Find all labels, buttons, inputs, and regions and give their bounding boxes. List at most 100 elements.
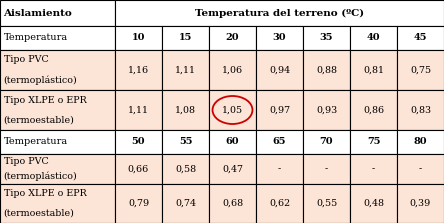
Text: Aislamiento: Aislamiento — [4, 8, 72, 17]
Text: 45: 45 — [414, 33, 427, 43]
Bar — [162, 90, 209, 130]
Bar — [115, 130, 162, 154]
Bar — [209, 154, 256, 184]
Bar — [303, 26, 350, 50]
Text: 80: 80 — [414, 138, 427, 147]
Bar — [209, 130, 256, 154]
Text: 70: 70 — [320, 138, 333, 147]
Bar — [256, 26, 303, 50]
Bar — [115, 50, 162, 90]
Text: 0,68: 0,68 — [222, 199, 243, 208]
Text: 0,75: 0,75 — [410, 66, 431, 74]
Text: 1,05: 1,05 — [222, 105, 243, 114]
Bar — [397, 50, 444, 90]
Text: 0,62: 0,62 — [269, 199, 290, 208]
Bar — [0, 50, 115, 90]
Bar — [115, 90, 162, 130]
Bar — [397, 26, 444, 50]
Text: 0,58: 0,58 — [175, 165, 196, 173]
Bar — [256, 130, 303, 154]
Text: 0,74: 0,74 — [175, 199, 196, 208]
Text: 0,97: 0,97 — [269, 105, 290, 114]
Text: 0,47: 0,47 — [222, 165, 243, 173]
Text: 35: 35 — [320, 33, 333, 43]
Bar — [303, 154, 350, 184]
Bar — [397, 130, 444, 154]
Text: 1,11: 1,11 — [128, 105, 149, 114]
Bar — [350, 154, 397, 184]
Text: 15: 15 — [179, 33, 192, 43]
Bar — [397, 154, 444, 184]
Bar — [162, 50, 209, 90]
Bar — [256, 90, 303, 130]
Text: 0,55: 0,55 — [316, 199, 337, 208]
Bar — [256, 184, 303, 223]
Bar — [350, 50, 397, 90]
Bar — [209, 26, 256, 50]
Bar — [115, 184, 162, 223]
Bar — [0, 130, 115, 154]
Text: 10: 10 — [132, 33, 145, 43]
Bar — [0, 184, 115, 223]
Text: Tipo PVC: Tipo PVC — [4, 56, 48, 64]
Bar — [0, 154, 115, 184]
Bar — [209, 50, 256, 90]
Text: 0,93: 0,93 — [316, 105, 337, 114]
Bar — [350, 90, 397, 130]
Text: -: - — [325, 165, 328, 173]
Bar — [115, 26, 162, 50]
Text: Tipo PVC: Tipo PVC — [4, 157, 48, 166]
Bar — [256, 154, 303, 184]
Bar — [303, 90, 350, 130]
Text: (termoplástico): (termoplástico) — [4, 75, 77, 85]
Bar — [350, 130, 397, 154]
Text: 1,11: 1,11 — [175, 66, 196, 74]
Text: Temperatura: Temperatura — [4, 138, 67, 147]
Bar — [303, 130, 350, 154]
Bar — [303, 184, 350, 223]
Bar — [350, 26, 397, 50]
Bar — [350, 184, 397, 223]
Text: 65: 65 — [273, 138, 286, 147]
Bar — [209, 90, 256, 130]
Bar — [162, 26, 209, 50]
Text: -: - — [278, 165, 281, 173]
Text: 50: 50 — [132, 138, 145, 147]
Text: -: - — [419, 165, 422, 173]
Text: 20: 20 — [226, 33, 239, 43]
Text: (termoestable): (termoestable) — [4, 116, 75, 124]
Bar — [0, 0, 115, 26]
Bar — [397, 184, 444, 223]
Text: Temperatura del terreno (ºC): Temperatura del terreno (ºC) — [195, 8, 364, 18]
Text: Tipo XLPE o EPR: Tipo XLPE o EPR — [4, 189, 86, 198]
Text: 1,08: 1,08 — [175, 105, 196, 114]
Text: 0,66: 0,66 — [128, 165, 149, 173]
Bar — [0, 90, 115, 130]
Text: 0,39: 0,39 — [410, 199, 431, 208]
Text: 0,48: 0,48 — [363, 199, 384, 208]
Text: 75: 75 — [367, 138, 380, 147]
Text: 30: 30 — [273, 33, 286, 43]
Text: 0,86: 0,86 — [363, 105, 384, 114]
Bar — [162, 130, 209, 154]
Bar — [115, 154, 162, 184]
Text: Temperatura: Temperatura — [4, 33, 67, 43]
Text: 60: 60 — [226, 138, 239, 147]
Text: 0,79: 0,79 — [128, 199, 149, 208]
Text: (termoplástico): (termoplástico) — [4, 172, 77, 181]
Text: -: - — [372, 165, 375, 173]
Bar — [397, 90, 444, 130]
Text: 0,88: 0,88 — [316, 66, 337, 74]
Text: 0,81: 0,81 — [363, 66, 384, 74]
Bar — [303, 50, 350, 90]
Bar — [162, 154, 209, 184]
Text: 40: 40 — [367, 33, 381, 43]
Text: 1,06: 1,06 — [222, 66, 243, 74]
Text: 0,83: 0,83 — [410, 105, 431, 114]
Bar — [256, 50, 303, 90]
Bar — [162, 184, 209, 223]
Bar — [115, 0, 444, 26]
Bar — [0, 26, 115, 50]
Text: 0,94: 0,94 — [269, 66, 290, 74]
Text: 1,16: 1,16 — [128, 66, 149, 74]
